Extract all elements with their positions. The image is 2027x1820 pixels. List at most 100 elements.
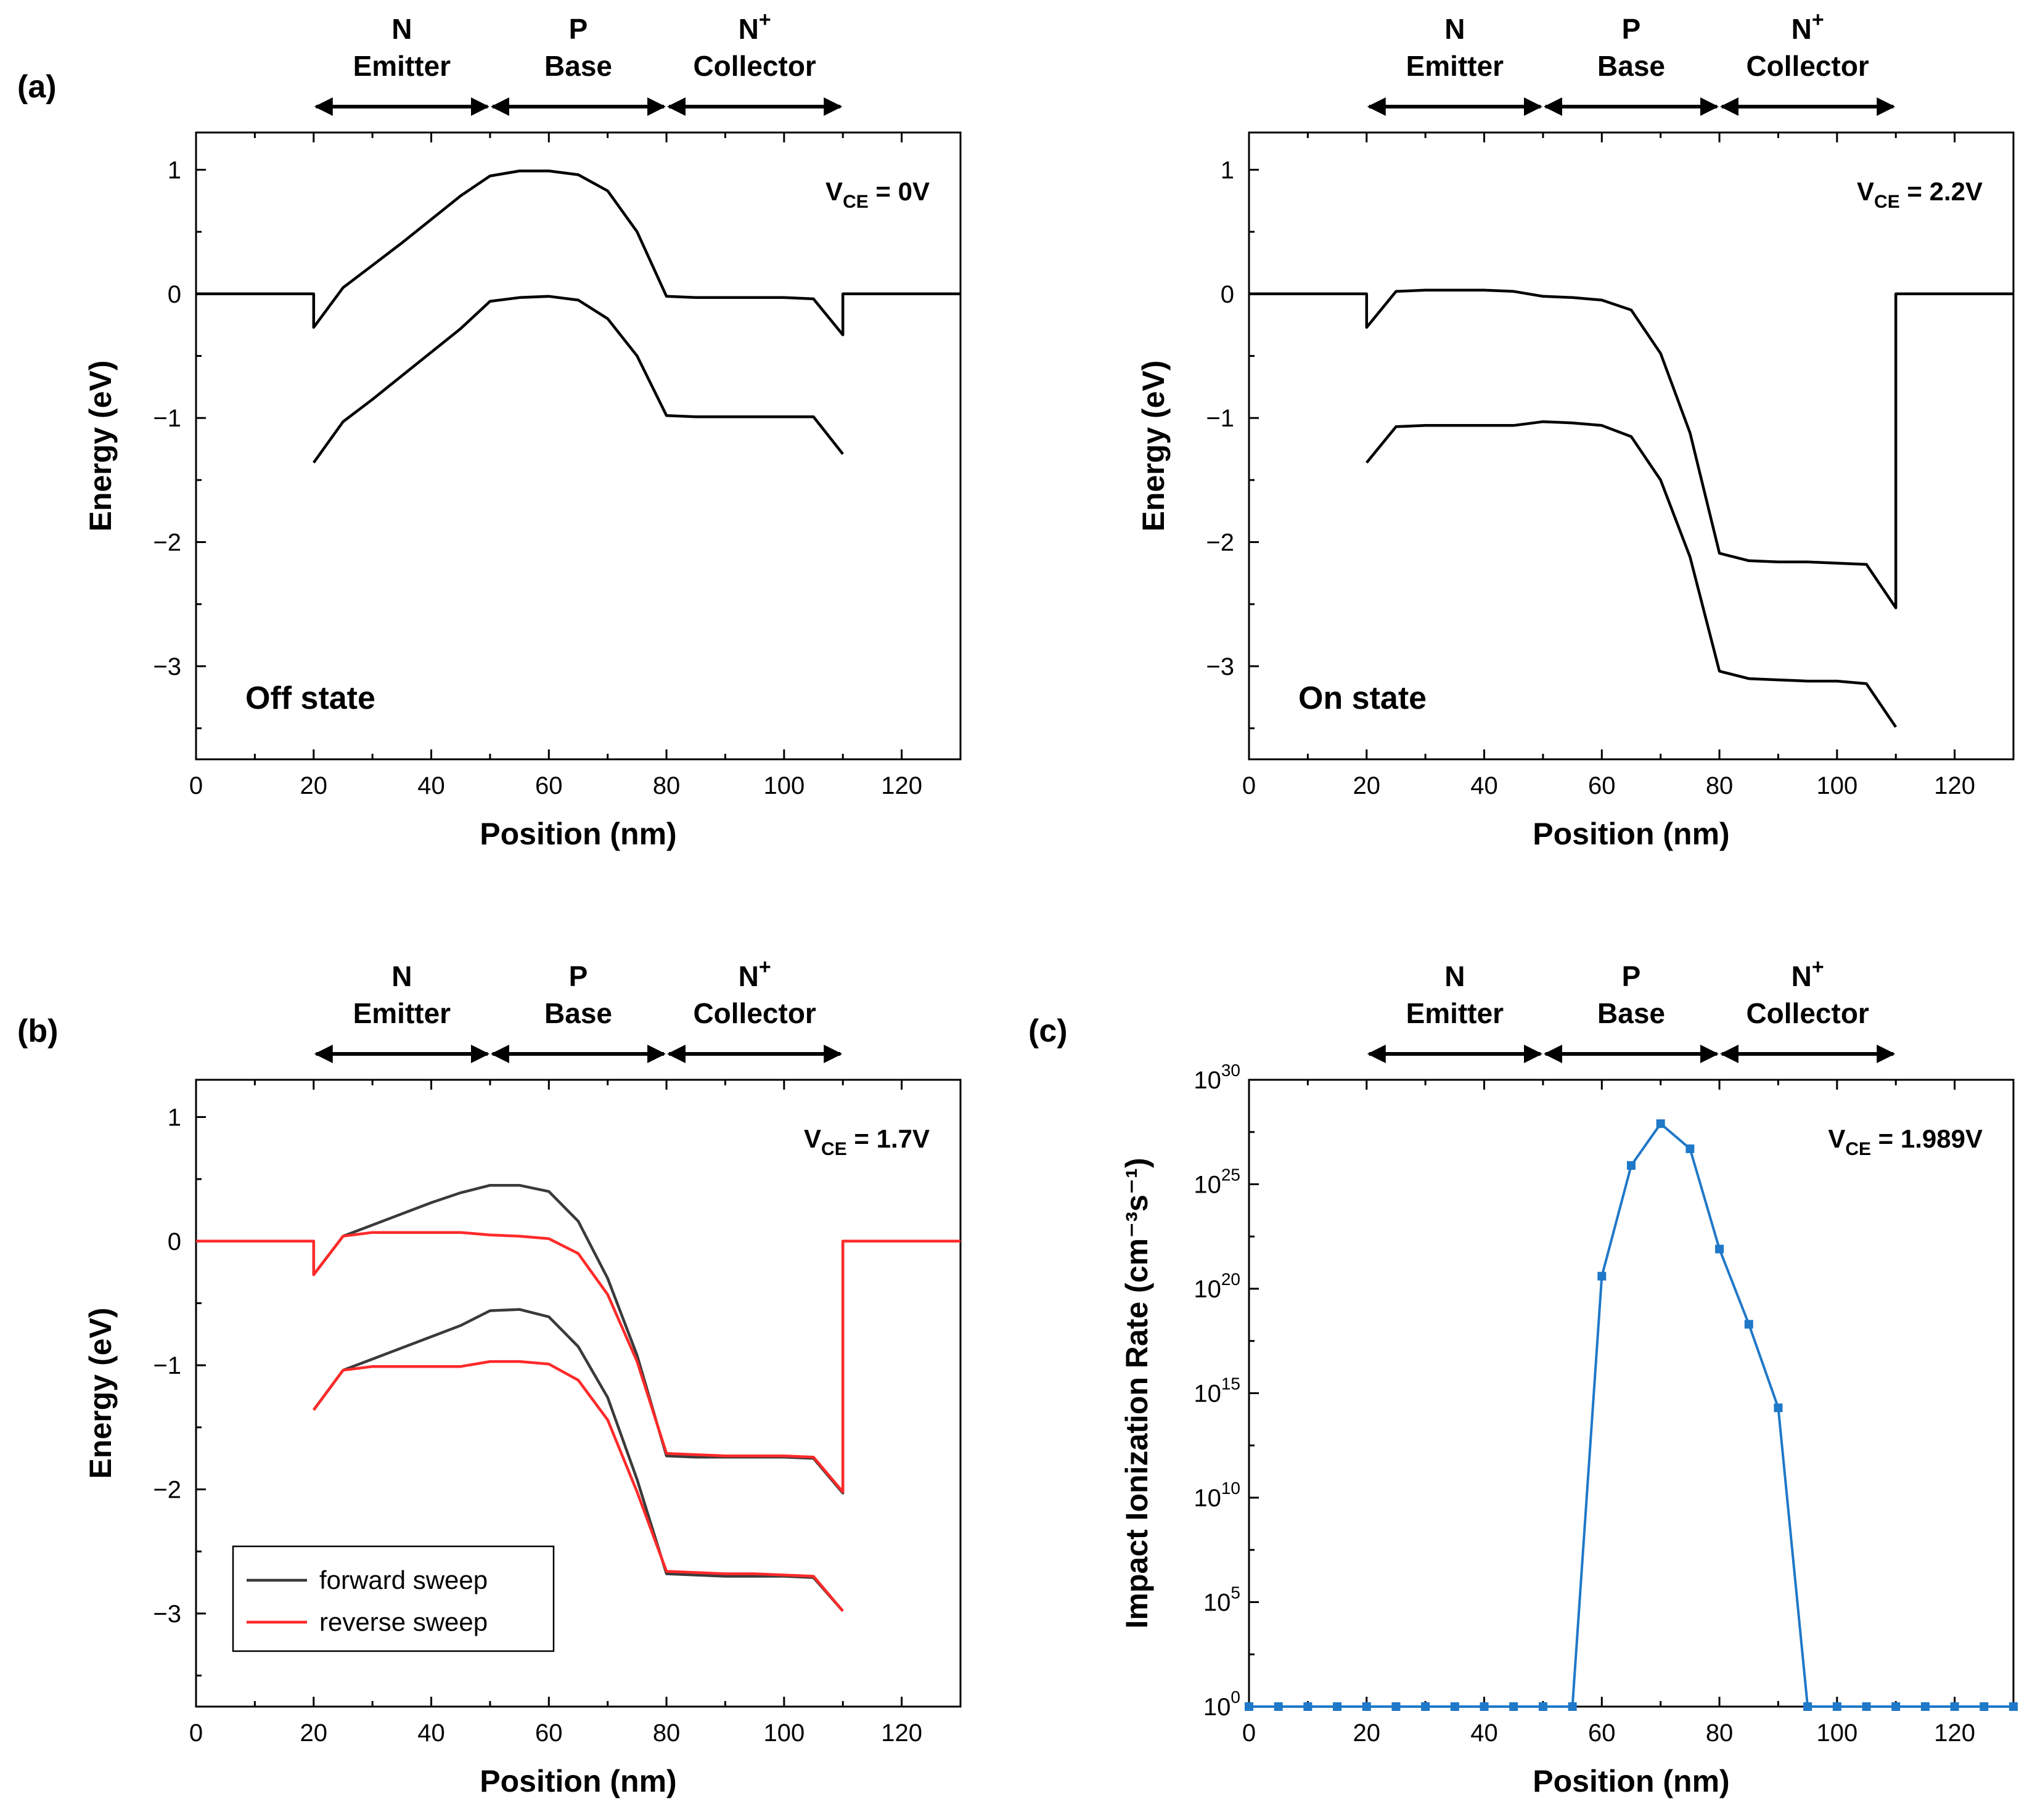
plot-frame [1248, 131, 2015, 761]
x-tick-label: 0 [1242, 772, 1256, 799]
y-tick-label: 1 [1221, 157, 1234, 184]
data-point [1920, 1702, 1930, 1711]
region-name-label: Emitter [353, 50, 451, 82]
region-name-label: Emitter [353, 997, 451, 1029]
y-tick-label: −1 [153, 1352, 181, 1379]
series-line-0 [196, 169, 960, 337]
x-tick-label: 60 [535, 1720, 563, 1747]
y-axis-label: Energy (eV) [83, 361, 118, 532]
region-2: N+ Collector [667, 8, 843, 116]
y-tick-label: 0 [168, 1228, 181, 1255]
vce-value: = 1.7V [847, 1124, 930, 1153]
region-type-label: P [569, 13, 588, 45]
region-superscript: + [1812, 8, 1824, 31]
vce-main: V [825, 177, 843, 206]
data-point [1744, 1320, 1753, 1329]
y-tick-label: 1030 [1194, 1061, 1240, 1094]
data-point [1656, 1119, 1665, 1128]
y-tick-exponent: 25 [1221, 1165, 1240, 1185]
region-type-label: N+ [1792, 8, 1824, 45]
series-line-1 [312, 295, 844, 464]
x-tick-label: 80 [1706, 1720, 1734, 1747]
y-tick-label: −1 [1206, 405, 1234, 432]
series-line-0 [1249, 1122, 2013, 1708]
region-type-label: N+ [739, 8, 771, 45]
series-line-1 [1366, 420, 1898, 728]
x-tick-label: 0 [189, 1720, 203, 1747]
region-2: N+ Collector [667, 955, 843, 1063]
y-tick-label: 1 [168, 157, 181, 184]
data-point [1950, 1702, 1959, 1711]
region-type-label: P [1622, 13, 1641, 45]
region-superscript: + [759, 8, 771, 31]
vce-subscript: CE [1874, 192, 1900, 212]
region-0: N Emitter [1367, 13, 1542, 116]
data-point [1774, 1403, 1783, 1413]
x-tick-label: 20 [300, 772, 328, 799]
vce-value: = 1.989V [1871, 1124, 1983, 1153]
region-superscript: + [1812, 955, 1824, 979]
region-type-label: P [1622, 960, 1641, 992]
legend-label: reverse sweep [319, 1607, 488, 1636]
data-point [2009, 1702, 2018, 1711]
vce-subscript: CE [821, 1139, 847, 1159]
y-tick-label: 1020 [1194, 1270, 1240, 1303]
vce-annotation: VCE = 2.2V [1857, 177, 1983, 212]
region-name-label: Collector [693, 50, 816, 82]
y-tick-label: −3 [153, 1601, 181, 1628]
vce-main: V [804, 1124, 821, 1153]
x-tick-label: 40 [417, 1720, 445, 1747]
region-2: N+ Collector [1720, 8, 1896, 116]
y-tick-label: 1010 [1194, 1479, 1240, 1512]
x-tick-label: 0 [1242, 1720, 1256, 1747]
data-point [1685, 1144, 1695, 1153]
series-line-2 [196, 1231, 960, 1493]
y-tick-label: −3 [153, 653, 181, 680]
legend-box [232, 1545, 555, 1652]
y-axis-label: Energy (eV) [1136, 361, 1171, 532]
vce-main: V [1828, 1124, 1845, 1153]
y-tick-base: 10 [1194, 1381, 1221, 1408]
data-point [1568, 1702, 1577, 1711]
plot-frame [1248, 1079, 2015, 1708]
y-tick-label: −2 [153, 529, 181, 557]
panel-a-off-state: (a) N Emitter P Base N+ Collector 0 20 40 60 80 100 1… [17, 8, 962, 851]
y-tick-label: 0 [1221, 281, 1234, 308]
region-name-label: Emitter [1406, 50, 1504, 82]
region-1: P Base [1543, 960, 1719, 1063]
x-axis-label: Position (nm) [1533, 817, 1729, 851]
region-type-label: N [391, 13, 412, 45]
series-line-0 [196, 1183, 960, 1495]
x-tick-label: 40 [1470, 1720, 1498, 1747]
data-point [1391, 1702, 1401, 1711]
state-label: On state [1298, 680, 1427, 716]
region-1: P Base [1543, 13, 1719, 116]
y-tick-exponent: 5 [1231, 1583, 1240, 1602]
y-tick-base: 10 [1194, 1485, 1221, 1512]
y-tick-exponent: 15 [1221, 1374, 1240, 1394]
data-point [1538, 1702, 1547, 1711]
data-point [1715, 1244, 1724, 1254]
data-point [1450, 1702, 1459, 1711]
region-0: N Emitter [1367, 960, 1542, 1063]
data-point [1480, 1702, 1489, 1711]
panel-letter: (c) [1028, 1013, 1068, 1049]
x-axis-label: Position (nm) [1533, 1764, 1729, 1798]
plot-frame [195, 1079, 962, 1708]
data-point [1245, 1702, 1253, 1711]
y-tick-label: 1015 [1194, 1374, 1240, 1408]
y-tick-label: −3 [1206, 653, 1234, 680]
y-tick-label: −1 [153, 405, 181, 432]
region-name-label: Emitter [1406, 997, 1504, 1029]
data-point [1303, 1702, 1312, 1711]
vce-subscript: CE [843, 192, 869, 212]
y-tick-exponent: 0 [1231, 1687, 1240, 1707]
panel-letter: (b) [17, 1013, 58, 1049]
x-tick-label: 100 [763, 1720, 805, 1747]
x-tick-label: 40 [417, 772, 445, 799]
y-tick-base: 10 [1194, 1067, 1221, 1094]
y-tick-exponent: 30 [1221, 1061, 1240, 1080]
y-tick-base: 10 [1194, 1172, 1221, 1199]
